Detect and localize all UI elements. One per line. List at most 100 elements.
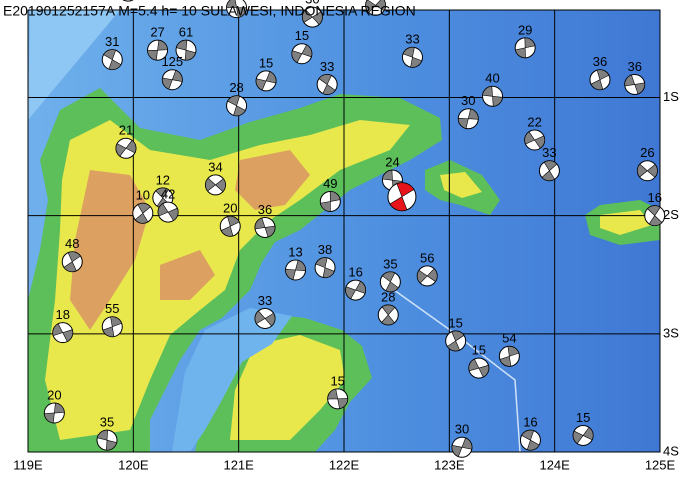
compression-quadrant [285,259,306,281]
beachball [301,6,323,28]
compression-quadrant [624,74,645,95]
depth-label: 22 [527,114,541,129]
compression-quadrant [226,0,247,18]
depth-label: 15 [448,315,462,330]
compression-quadrant [220,215,240,237]
compression-quadrant [572,426,594,444]
beachball [291,43,313,65]
map-frame [27,9,661,453]
beachball [101,316,123,338]
depth-label: 21 [119,123,133,138]
compression-quadrant [521,429,540,451]
compression-quadrant [52,323,74,342]
depth-label: 40 [485,71,499,86]
compression-quadrant [157,203,179,221]
depth-label: 33 [320,59,334,74]
beachball [61,251,83,273]
compression-quadrant [102,316,123,338]
beachball [319,190,341,212]
depth-label: 34 [208,159,222,174]
depth-label: 61 [179,25,193,40]
mainshock-beachball [387,182,417,212]
depth-label: 24 [385,155,399,170]
beachball [96,429,118,451]
compression-quadrant [468,358,490,378]
compression-quadrant [647,205,663,226]
beachball [589,69,611,91]
compression-quadrant [637,163,658,178]
depth-label: 16 [348,265,362,280]
compression-quadrant [327,388,348,409]
beachball [316,73,338,95]
compression-quadrant [162,69,183,90]
compression-quadrant [63,251,81,273]
compression-quadrant [227,95,246,116]
compression-quadrant [515,37,536,59]
compression-quadrant [590,69,610,91]
compression-quadrant [446,330,465,352]
beachball [115,137,137,159]
compression-quadrant [416,268,438,284]
map-title: E201901252157A M=5.4 h= 10 SULAWESI, IND… [3,3,416,19]
depth-label: 30 [305,0,319,7]
beachball [636,160,658,182]
depth-label: 125 [161,54,183,69]
beachball [482,85,504,107]
depth-label: 27 [150,25,164,40]
compression-quadrant [96,429,118,451]
beachball [255,70,277,92]
events [43,0,666,458]
lon-label: 121E [223,457,254,472]
beachball [157,201,179,223]
beachball [219,215,241,237]
compression-quadrant [381,271,399,293]
compression-quadrant [320,191,341,212]
depth-label: 30 [461,93,475,108]
beachball [226,0,248,19]
depth-label: 36 [593,54,607,69]
compression-quadrant [147,39,168,61]
depth-label: 15 [330,373,344,388]
depth-label: 42 [161,187,175,202]
beachball [624,73,646,95]
lon-label: 120E [118,457,149,472]
depth-label: 35 [383,256,397,271]
depth-label: 13 [288,244,302,259]
compression-quadrant [129,0,134,2]
beachball [572,424,594,446]
beachball [52,322,74,344]
depth-label: 15 [295,28,309,43]
beachball [254,216,276,238]
beachball [514,37,536,59]
depth-label: 38 [318,242,332,257]
depth-label: 36 [258,202,272,217]
lon-label: 122E [329,457,360,472]
compression-quadrant [255,71,277,91]
lat-label: 2S [663,207,679,222]
depth-label: 35 [100,415,114,430]
lon-label: 119E [13,457,43,472]
beachball [468,357,490,379]
depth-label: 15 [259,55,273,70]
beachball [226,95,248,117]
depth-label: 36 [627,59,641,74]
depth-label: 30 [455,422,469,437]
beachball [122,0,134,2]
beachball [379,271,401,293]
compression-quadrant [103,49,122,70]
lon-label: 125E [645,457,676,472]
compression-quadrant [402,46,423,68]
beachball [445,330,467,352]
lat-label: 3S [663,325,679,340]
compression-quadrant [254,217,276,238]
beachball [345,279,367,301]
depth-label: 49 [323,176,337,191]
depth-label: 15 [472,343,486,358]
beachball [285,259,307,281]
beachball [365,0,387,16]
compression-quadrant [524,131,545,149]
compression-quadrant [389,182,415,212]
depth-label: 28 [381,289,395,304]
beachball-bg [122,0,134,2]
lon-label: 124E [539,457,570,472]
